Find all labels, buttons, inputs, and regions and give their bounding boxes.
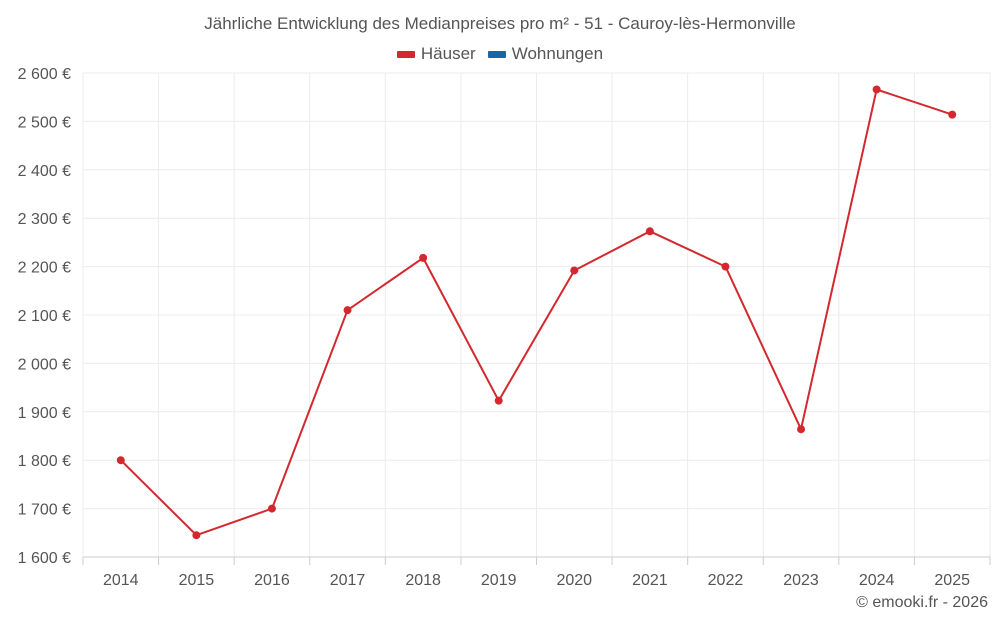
x-tick-label: 2024 bbox=[859, 572, 895, 589]
y-tick-label: 2 100 € bbox=[18, 308, 71, 325]
series bbox=[116, 85, 957, 540]
data-point bbox=[343, 306, 352, 315]
data-point bbox=[267, 504, 276, 513]
series-line-0 bbox=[120, 88, 953, 537]
x-tick-label: 2022 bbox=[708, 572, 744, 589]
x-tick-label: 2019 bbox=[481, 572, 517, 589]
data-point bbox=[721, 262, 730, 271]
x-tick-label: 2017 bbox=[330, 572, 366, 589]
y-tick-label: 1 600 € bbox=[18, 550, 71, 567]
data-point bbox=[192, 531, 201, 540]
data-point bbox=[797, 425, 806, 434]
chart-title: Jährliche Entwicklung des Medianpreises … bbox=[204, 14, 796, 33]
y-tick-label: 2 200 € bbox=[18, 260, 71, 277]
x-tick-label: 2014 bbox=[103, 572, 139, 589]
credit-text: © emooki.fr - 2026 bbox=[856, 594, 988, 611]
data-point bbox=[570, 266, 579, 275]
y-tick-label: 2 500 € bbox=[18, 114, 71, 131]
data-point bbox=[645, 227, 654, 236]
legend: Häuser Wohnungen bbox=[0, 44, 1000, 64]
x-tick-label: 2016 bbox=[254, 572, 290, 589]
legend-label-apartments: Wohnungen bbox=[511, 44, 604, 63]
data-point bbox=[872, 85, 881, 94]
grid bbox=[82, 72, 991, 558]
y-tick-label: 1 900 € bbox=[18, 405, 71, 422]
data-point bbox=[494, 396, 503, 405]
data-point bbox=[116, 456, 125, 465]
legend-swatch-houses bbox=[396, 50, 415, 58]
legend-entry-houses[interactable]: Häuser bbox=[396, 44, 476, 64]
y-tick-label: 2 300 € bbox=[18, 211, 71, 228]
x-tick-label: 2020 bbox=[556, 572, 592, 589]
x-tick-label: 2025 bbox=[934, 572, 970, 589]
x-tick-label: 2021 bbox=[632, 572, 668, 589]
x-tick-label: 2023 bbox=[783, 572, 819, 589]
y-tick-label: 2 600 € bbox=[18, 66, 71, 83]
legend-swatch-apartments bbox=[487, 50, 506, 58]
legend-label-houses: Häuser bbox=[420, 44, 476, 63]
data-point bbox=[419, 253, 428, 262]
data-point bbox=[948, 110, 957, 119]
y-tick-label: 1 700 € bbox=[18, 502, 71, 519]
x-tick-label: 2018 bbox=[405, 572, 441, 589]
y-tick-label: 2 000 € bbox=[18, 356, 71, 373]
axes: 1 600 € 1 700 € 1 800 € 1 900 € 2 000 € 2 100… bbox=[18, 66, 991, 589]
legend-entry-apartments[interactable]: Wohnungen bbox=[487, 44, 604, 64]
x-tick-label: 2015 bbox=[179, 572, 215, 589]
y-tick-label: 1 800 € bbox=[18, 453, 71, 470]
y-tick-label: 2 400 € bbox=[18, 163, 71, 180]
